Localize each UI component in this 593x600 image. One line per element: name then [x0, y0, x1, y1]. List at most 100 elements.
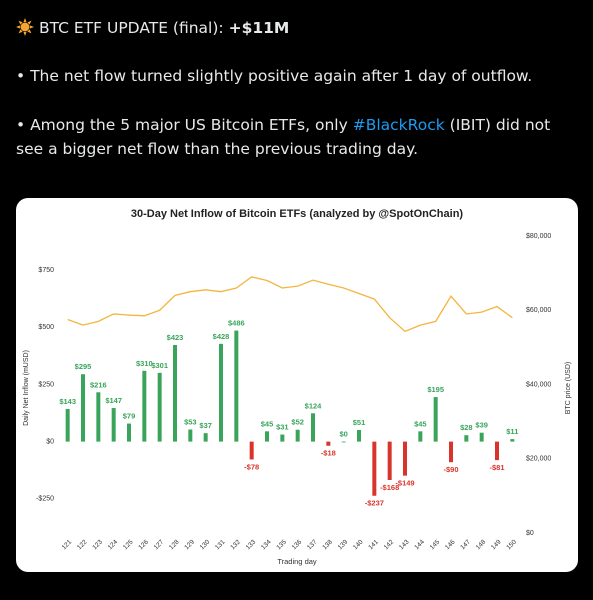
paragraph: • Among the 5 major US Bitcoin ETFs, onl…	[16, 113, 581, 161]
headline-text: BTC ETF UPDATE (final):	[38, 19, 224, 37]
x-tick-label: 144	[413, 538, 426, 551]
x-tick-label: 133	[245, 538, 258, 551]
y-tick-label: $0	[46, 438, 54, 445]
bar	[234, 330, 239, 442]
value-label: -$237	[365, 499, 384, 508]
x-tick-label: 127	[153, 538, 166, 551]
value-label: $31	[276, 423, 289, 432]
value-label: $195	[427, 385, 444, 394]
bar	[326, 441, 331, 446]
headline-amount: +$11M	[228, 19, 290, 37]
value-label: $295	[75, 362, 92, 371]
x-tick-label: 150	[505, 538, 518, 551]
value-label: $216	[90, 380, 107, 389]
bar	[311, 413, 315, 442]
value-label: -$168	[380, 483, 399, 492]
bar	[81, 374, 85, 442]
value-label: $79	[123, 412, 136, 421]
value-label: -$149	[395, 479, 414, 488]
x-tick-label: 125	[122, 538, 135, 551]
value-label: -$78	[244, 462, 259, 471]
x-tick-label: 143	[398, 538, 411, 551]
x-tick-label: 149	[490, 538, 503, 551]
bar	[418, 431, 423, 442]
x-tick-label: 128	[168, 538, 181, 551]
value-label: -$18	[321, 449, 336, 458]
value-label: -$90	[443, 465, 458, 474]
y2-axis-label: BTC price (USD)	[565, 362, 572, 415]
headline: BTC ETF UPDATE (final): +$11M	[16, 18, 289, 37]
value-label: $428	[213, 332, 230, 341]
x-tick-label: 124	[107, 538, 120, 551]
bar	[280, 434, 285, 442]
value-label: $45	[414, 419, 427, 428]
x-axis-label: Trading day	[277, 557, 317, 566]
y2-tick-label: $40,000	[526, 381, 551, 388]
bar	[295, 429, 300, 442]
bar	[510, 439, 515, 442]
bar	[96, 392, 101, 442]
x-tick-label: 122	[76, 538, 89, 551]
bar	[203, 433, 208, 442]
value-label: $0	[339, 430, 347, 439]
bar	[495, 441, 499, 461]
x-tick-label: 134	[260, 538, 273, 551]
bar	[265, 431, 269, 442]
text: • Among the 5 major US Bitcoin ETFs, onl…	[16, 116, 348, 134]
bar	[142, 370, 147, 442]
bar	[403, 441, 407, 476]
sun-emoji	[16, 18, 34, 36]
y2-tick-label: $80,000	[526, 233, 551, 240]
x-tick-label: 140	[352, 538, 365, 551]
value-label: $147	[105, 396, 122, 405]
y-tick-label: -$250	[36, 496, 54, 503]
value-label: $51	[353, 418, 366, 427]
bar	[157, 372, 162, 442]
text: (IBIT) did not see a bigger net flow tha…	[16, 116, 551, 158]
value-label: $28	[460, 423, 473, 432]
bar	[372, 441, 377, 496]
value-label: $301	[151, 361, 168, 370]
y2-tick-label: $0	[526, 530, 534, 537]
x-tick-label: 126	[137, 538, 150, 551]
paragraph: • The net flow turned slightly positive …	[16, 67, 533, 85]
x-tick-label: 123	[91, 538, 104, 551]
x-tick-label: 141	[367, 538, 380, 551]
x-tick-label: 135	[275, 538, 288, 551]
x-tick-label: 145	[429, 538, 442, 551]
value-label: $39	[475, 421, 488, 430]
bar	[387, 441, 392, 480]
y-axis-label: Daily Net Inflow (mUSD)	[23, 350, 30, 426]
bar	[357, 429, 361, 442]
bar	[464, 435, 469, 442]
value-label: $423	[167, 333, 184, 342]
bar	[127, 423, 131, 442]
x-tick-label: 130	[199, 538, 212, 551]
value-label: $45	[261, 419, 274, 428]
value-label: $124	[305, 401, 323, 410]
x-tick-label: 131	[214, 538, 227, 551]
value-label: $310	[136, 359, 153, 368]
value-label: $486	[228, 319, 245, 328]
y2-tick-label: $60,000	[526, 307, 551, 314]
bar	[249, 441, 254, 460]
bar	[111, 408, 116, 442]
value-label: $37	[199, 421, 212, 430]
x-tick-label: 121	[61, 538, 74, 551]
chart-title: 30-Day Net Inflow of Bitcoin ETFs (analy…	[131, 208, 464, 220]
bar	[479, 432, 484, 442]
x-tick-label: 132	[229, 538, 242, 551]
bar	[188, 429, 193, 442]
y-tick-label: $750	[38, 267, 54, 274]
x-tick-label: 129	[183, 538, 196, 551]
bar	[433, 397, 438, 442]
y-tick-label: $500	[38, 324, 54, 331]
x-tick-label: 148	[475, 538, 488, 551]
hashtag[interactable]: #BlackRock	[352, 116, 445, 134]
chart: 30-Day Net Inflow of Bitcoin ETFs (analy…	[23, 208, 572, 566]
x-tick-label: 147	[459, 538, 472, 551]
value-label: -$81	[489, 463, 504, 472]
value-label: $53	[184, 417, 197, 426]
value-label: $11	[506, 427, 518, 436]
